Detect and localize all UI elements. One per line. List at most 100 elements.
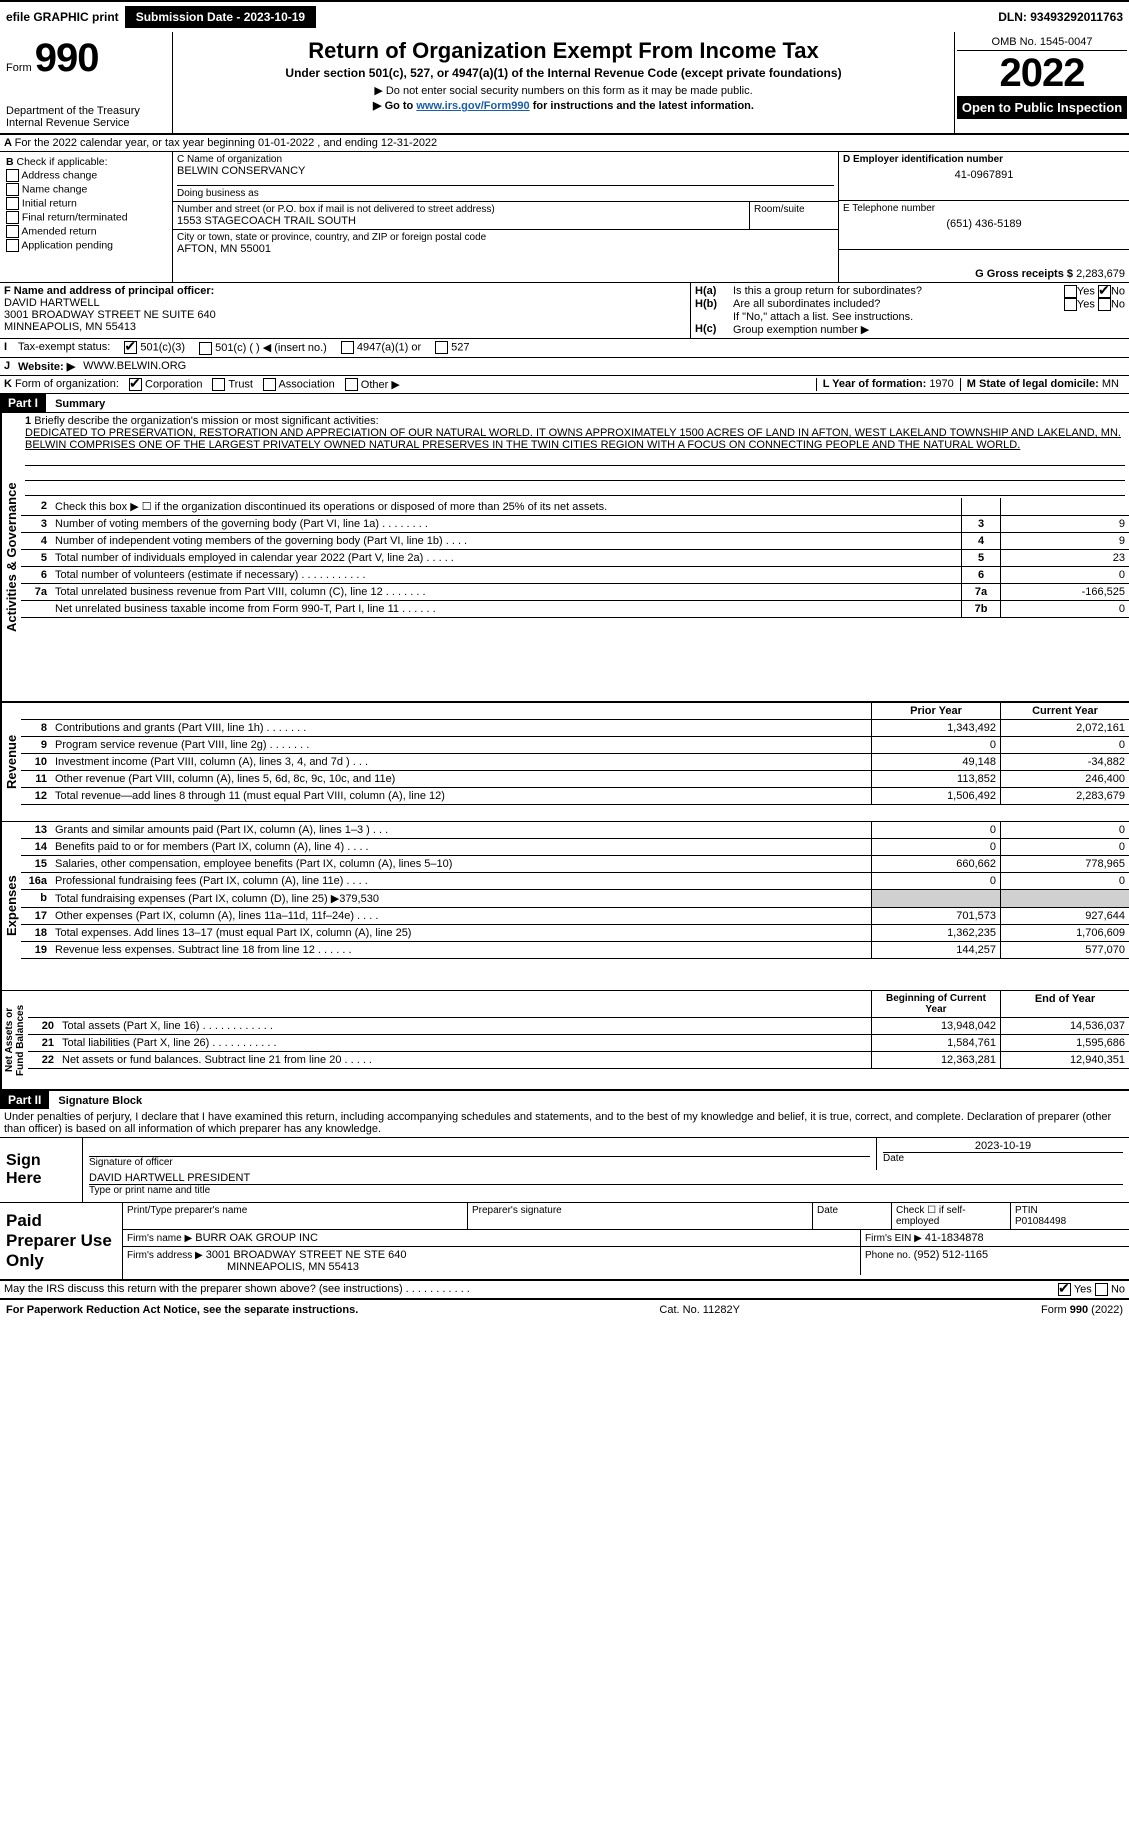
submission-date-button[interactable]: Submission Date - 2023-10-19 <box>125 6 316 28</box>
chk-final-return[interactable]: Final return/terminated <box>6 211 166 224</box>
sign-date: 2023-10-19 <box>883 1140 1123 1152</box>
typed-label: Type or print name and title <box>89 1184 1123 1196</box>
d-label: D Employer identification number <box>843 154 1003 165</box>
footer-right: Form 990 (2022) <box>1041 1304 1123 1316</box>
addr-label: Number and street (or P.O. box if mail i… <box>177 204 745 215</box>
chk-501c3[interactable] <box>124 341 137 354</box>
officer-block: F Name and address of principal officer:… <box>0 283 1129 339</box>
tab-activities: Activities & Governance <box>0 413 21 701</box>
mission-text: DEDICATED TO PRESERVATION, RESTORATION A… <box>25 427 1125 451</box>
sig-officer-label: Signature of officer <box>89 1157 870 1168</box>
note-goto-pre: ▶ Go to <box>373 100 416 112</box>
gross-receipts: 2,283,679 <box>1076 268 1125 280</box>
firm-addr1: 3001 BROADWAY STREET NE STE 640 <box>206 1249 407 1261</box>
chk-name-change[interactable]: Name change <box>6 183 166 196</box>
footer-left: For Paperwork Reduction Act Notice, see … <box>6 1304 358 1316</box>
ein-value: 41-0967891 <box>843 169 1125 181</box>
omb-number: OMB No. 1545-0047 <box>957 34 1127 51</box>
date-label: Date <box>883 1152 1123 1164</box>
col-end: End of Year <box>1001 991 1129 1018</box>
part1-header: Part I Summary <box>0 394 1129 413</box>
city-label: City or town, state or province, country… <box>177 232 834 243</box>
website-value: WWW.BELWIN.ORG <box>83 360 186 373</box>
hb-text: Are all subordinates included? <box>733 298 1064 311</box>
h-preparer-name: Print/Type preparer's name <box>123 1203 468 1229</box>
footer: For Paperwork Reduction Act Notice, see … <box>0 1299 1129 1320</box>
part2-title: Signature Block <box>52 1093 148 1109</box>
irs-label: Internal Revenue Service <box>6 117 166 129</box>
net-assets-table: Beginning of Current YearEnd of Year 20T… <box>28 991 1129 1069</box>
chk-address-change[interactable]: Address change <box>6 169 166 182</box>
ein-label: Firm's EIN ▶ <box>865 1233 922 1244</box>
line-a: A For the 2022 calendar year, or tax yea… <box>0 135 1129 152</box>
officer-addr2: MINNEAPOLIS, MN 55413 <box>4 321 686 333</box>
ha-text: Is this a group return for subordinates? <box>733 285 1064 298</box>
phone-value: (651) 436-5189 <box>843 218 1125 230</box>
chk-527[interactable] <box>435 341 448 354</box>
g-label: G Gross receipts $ <box>975 268 1073 280</box>
org-name: BELWIN CONSERVANCY <box>177 165 834 177</box>
year-formation: 1970 <box>929 378 953 390</box>
sign-here-label: Sign Here <box>0 1138 82 1202</box>
paid-preparer-label: Paid Preparer Use Only <box>0 1203 122 1279</box>
part1-body: Activities & Governance 1 Briefly descri… <box>0 413 1129 701</box>
firm-phone-label: Phone no. <box>865 1250 911 1261</box>
irs-link[interactable]: www.irs.gov/Form990 <box>416 100 529 112</box>
tax-exempt-row: I Tax-exempt status: 501(c)(3) 501(c) ( … <box>0 339 1129 358</box>
chk-4947[interactable] <box>341 341 354 354</box>
tab-expenses: Expenses <box>0 822 21 990</box>
part1-badge: Part I <box>0 394 46 412</box>
discuss-yes[interactable] <box>1058 1283 1071 1296</box>
inspection-badge: Open to Public Inspection <box>957 96 1127 119</box>
efile-label: efile GRAPHIC print <box>6 10 119 24</box>
chk-other[interactable] <box>345 378 358 391</box>
chk-501c[interactable] <box>199 342 212 355</box>
form-header: Form 990 Department of the Treasury Inte… <box>0 32 1129 135</box>
j-label: Website: ▶ <box>18 360 75 373</box>
topbar: efile GRAPHIC print Submission Date - 20… <box>0 0 1129 32</box>
governance-table: 2Check this box ▶ ☐ if the organization … <box>21 498 1129 618</box>
col-current: Current Year <box>1001 703 1129 720</box>
discuss-no[interactable] <box>1095 1283 1108 1296</box>
tax-year: 2022 <box>957 51 1127 96</box>
chk-initial-return[interactable]: Initial return <box>6 197 166 210</box>
perjury-declaration: Under penalties of perjury, I declare th… <box>0 1109 1129 1138</box>
city-state-zip: AFTON, MN 55001 <box>177 243 834 255</box>
part2-badge: Part II <box>0 1091 49 1109</box>
officer-addr1: 3001 BROADWAY STREET NE SUITE 640 <box>4 309 686 321</box>
form-subtitle: Under section 501(c), 527, or 4947(a)(1)… <box>181 66 946 80</box>
firm-label: Firm's name ▶ <box>127 1233 192 1244</box>
chk-association[interactable] <box>263 378 276 391</box>
k-label: Form of organization: <box>15 378 119 390</box>
chk-trust[interactable] <box>212 378 225 391</box>
sign-here-block: Sign Here Signature of officer 2023-10-1… <box>0 1138 1129 1203</box>
e-label: E Telephone number <box>843 203 1125 214</box>
note-no-ssn: ▶ Do not enter social security numbers o… <box>181 84 946 97</box>
f-label: F Name and address of principal officer: <box>4 285 214 297</box>
h-self-employed: Check ☐ if self-employed <box>892 1203 1011 1229</box>
street-address: 1553 STAGECOACH TRAIL SOUTH <box>177 215 745 227</box>
klm-row: K Form of organization: Corporation Trus… <box>0 376 1129 395</box>
h-date: Date <box>813 1203 892 1229</box>
discuss-row: May the IRS discuss this return with the… <box>0 1281 1129 1299</box>
note-goto-post: for instructions and the latest informat… <box>530 100 754 112</box>
chk-corporation[interactable] <box>129 378 142 391</box>
website-row: J Website: ▶ WWW.BELWIN.ORG <box>0 358 1129 376</box>
tab-revenue: Revenue <box>0 703 21 821</box>
i-label: Tax-exempt status: <box>18 341 110 355</box>
chk-amended-return[interactable]: Amended return <box>6 225 166 238</box>
part2-header: Part II Signature Block <box>0 1091 1129 1109</box>
discuss-question: May the IRS discuss this return with the… <box>4 1283 1058 1296</box>
officer-name: DAVID HARTWELL <box>4 297 686 309</box>
col-prior: Prior Year <box>872 703 1001 720</box>
h-ptin: PTIN <box>1015 1205 1038 1216</box>
dept-label: Department of the Treasury <box>6 105 166 117</box>
firm-ein: 41-1834878 <box>925 1232 984 1244</box>
chk-application-pending[interactable]: Application pending <box>6 239 166 252</box>
note-goto: ▶ Go to www.irs.gov/Form990 for instruct… <box>181 99 946 112</box>
state-domicile: MN <box>1102 378 1119 390</box>
entity-block: B Check if applicable: Address change Na… <box>0 152 1129 283</box>
firm-addr-label: Firm's address ▶ <box>127 1250 203 1261</box>
col-begin: Beginning of Current Year <box>872 991 1001 1018</box>
firm-name: BURR OAK GROUP INC <box>195 1232 318 1244</box>
